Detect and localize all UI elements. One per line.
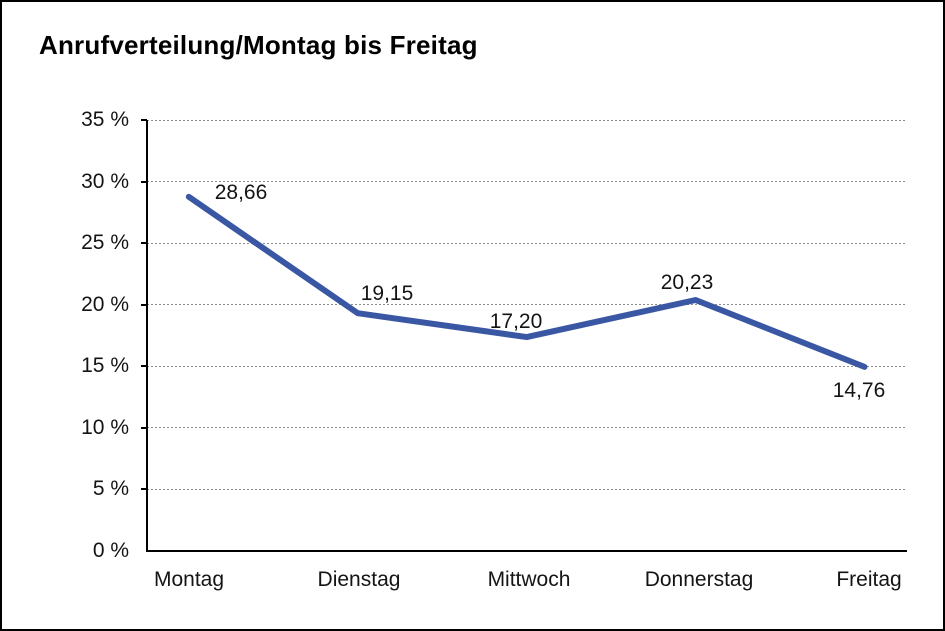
x-axis-label-freitag: Freitag [836, 568, 902, 591]
gridline-15pct [147, 365, 907, 367]
data-label-mittwoch: 17,20 [489, 310, 543, 334]
y-axis-tick [141, 180, 147, 183]
y-axis-label: 20 % [81, 292, 129, 316]
y-axis-label: 35 % [81, 108, 129, 131]
y-axis-tick [141, 303, 147, 306]
y-axis-label: 30 % [81, 169, 129, 193]
gridline-20pct [147, 304, 907, 306]
y-axis-tick [141, 426, 147, 429]
x-axis-label-donnerstag: Donnerstag [644, 568, 754, 591]
gridline-5pct [147, 488, 907, 490]
x-axis-label-mittwoch: Mittwoch [487, 568, 571, 591]
y-axis-tick [141, 488, 147, 491]
gridline-35pct [147, 119, 907, 121]
data-label-freitag: 14,76 [832, 379, 886, 403]
gridline-10pct [147, 427, 907, 429]
gridline-25pct [147, 242, 907, 244]
gridline-30pct [147, 181, 907, 183]
y-axis-label: 5 % [92, 477, 129, 501]
y-axis-tick [141, 119, 147, 121]
x-axis-label-montag: Montag [153, 568, 225, 591]
x-axis-line [146, 550, 907, 552]
chart-title: Anrufverteilung/Montag bis Freitag [39, 30, 478, 60]
data-label-montag: 28,66 [214, 181, 268, 205]
y-axis-label: 15 % [81, 354, 129, 378]
y-axis-line [146, 120, 148, 552]
y-axis-tick [141, 242, 147, 245]
data-label-dienstag: 19,15 [360, 282, 414, 306]
data-label-donnerstag: 20,23 [660, 270, 714, 294]
y-axis-label: 0 % [92, 539, 129, 562]
y-axis-label: 10 % [81, 415, 129, 439]
x-axis-label-dienstag: Dienstag [317, 568, 401, 591]
y-axis-label: 25 % [81, 231, 129, 255]
y-axis-tick [141, 365, 147, 368]
